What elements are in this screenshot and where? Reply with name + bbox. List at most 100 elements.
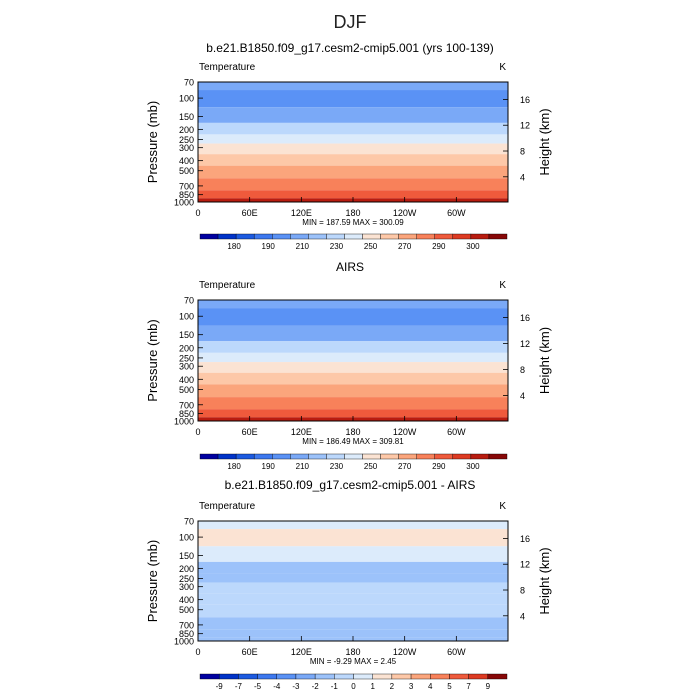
colorbar-swatch [449, 673, 469, 680]
figure-suptitle: DJF [334, 12, 367, 32]
contour-band [198, 604, 508, 618]
colorbar-swatch [199, 673, 220, 680]
panel-3: b.e21.B1850.f09_g17.cesm2-cmip5.001 - AI… [145, 478, 552, 691]
colorbar-label: 180 [227, 242, 241, 251]
y-tick-label: 250 [179, 353, 194, 363]
x-tick-label: 120E [291, 208, 312, 218]
y-right-tick-label: 16 [520, 95, 530, 105]
colorbar-swatch [218, 673, 239, 680]
y-axis-label: Pressure (mb) [145, 101, 160, 183]
contour-band [198, 617, 508, 630]
colorbar-label: 210 [296, 462, 310, 471]
x-tick-label: 60W [447, 647, 466, 657]
contour-band [198, 325, 508, 342]
colorbar-label: 250 [364, 242, 378, 251]
y-right-tick-label: 12 [520, 560, 530, 570]
colorbar-swatch [452, 233, 472, 240]
x-tick-label: 0 [195, 427, 200, 437]
y-tick-label: 300 [179, 143, 194, 153]
colorbar-swatch [295, 673, 316, 680]
contour-band [198, 178, 508, 191]
x-tick-label: 60E [242, 427, 258, 437]
colorbar-swatch [334, 673, 354, 680]
colorbar-swatch [488, 233, 508, 240]
y-tick-label: 200 [179, 343, 194, 353]
y-tick-label: 850 [179, 190, 194, 200]
colorbar-swatch [253, 233, 273, 240]
contour-band [198, 521, 508, 530]
contour-bands [198, 82, 508, 202]
colorbar-swatch [488, 453, 508, 460]
y-tick-label: 100 [179, 312, 194, 322]
contour-band [198, 308, 508, 326]
y-tick-label: 300 [179, 362, 194, 372]
contour-band [198, 546, 508, 562]
contour-band [198, 409, 508, 418]
colorbar-swatch [217, 453, 237, 460]
contour-band [198, 82, 508, 91]
x-tick-label: 180 [345, 208, 360, 218]
y-tick-label: 700 [179, 620, 194, 630]
y-tick-label: 100 [179, 533, 194, 543]
colorbar-swatch [434, 233, 454, 240]
colorbar-swatch [416, 453, 435, 460]
colorbar-swatch [308, 233, 327, 240]
colorbar-swatch [398, 233, 417, 240]
colorbar-swatch [380, 233, 399, 240]
colorbar-label: -7 [235, 682, 243, 691]
contour-bands [198, 300, 508, 421]
y-right-tick-label: 4 [520, 391, 525, 401]
y-axis-label: Pressure (mb) [145, 540, 160, 622]
colorbar-swatch [326, 233, 345, 240]
colorbar-swatch [238, 673, 258, 680]
colorbar-label: 230 [330, 462, 344, 471]
contour-band [198, 372, 508, 385]
contour-band [198, 629, 508, 638]
contour-band [198, 300, 508, 309]
y-tick-label: 400 [179, 595, 194, 605]
contour-band [198, 165, 508, 179]
colorbar-swatch [344, 233, 363, 240]
y-right-tick-label: 8 [520, 147, 525, 157]
y-tick-label: 1000 [174, 637, 194, 647]
colorbar-swatch [314, 673, 335, 680]
y-right-tick-label: 16 [520, 534, 530, 544]
colorbar-label: -4 [273, 682, 281, 691]
y-tick-label: 1000 [174, 417, 194, 427]
panel-title: b.e21.B1850.f09_g17.cesm2-cmip5.001 (yrs… [206, 41, 494, 55]
colorbar-label: 230 [330, 242, 344, 251]
colorbar-swatch [253, 453, 273, 460]
y-tick-label: 300 [179, 582, 194, 592]
colorbar-label: 0 [351, 682, 356, 691]
y-tick-label: 150 [179, 112, 194, 122]
contour-band [198, 362, 508, 373]
contour-band [198, 190, 508, 199]
y-tick-label: 250 [179, 574, 194, 584]
colorbar: -9 -7 -5 -4 -3 -2 -1 0 1 2 3 4 5 7 9 [199, 673, 508, 691]
panel-right-label: K [499, 501, 506, 512]
y-right-tick-label: 8 [520, 586, 525, 596]
y-right-tick-label: 12 [520, 121, 530, 131]
panel-left-label: Temperature [199, 62, 256, 73]
colorbar-swatch [217, 233, 237, 240]
y-right-axis-label: Height (km) [537, 327, 552, 394]
panel-left-label: Temperature [199, 280, 256, 291]
colorbar-label: 190 [262, 462, 276, 471]
y-right-tick-label: 4 [520, 611, 525, 621]
panel-left-label: Temperature [199, 501, 256, 512]
y-tick-label: 500 [179, 385, 194, 395]
contour-band [198, 134, 508, 144]
contour-band [198, 90, 508, 108]
colorbar-swatch [470, 453, 490, 460]
contour-band [198, 529, 508, 547]
contour-band [198, 341, 508, 353]
y-tick-label: 400 [179, 375, 194, 385]
colorbar-label: 300 [466, 462, 480, 471]
y-right-tick-label: 12 [520, 339, 530, 349]
contour-band [198, 561, 508, 574]
y-tick-label: 500 [179, 166, 194, 176]
colorbar-swatch [290, 233, 309, 240]
contour-band [198, 582, 508, 594]
